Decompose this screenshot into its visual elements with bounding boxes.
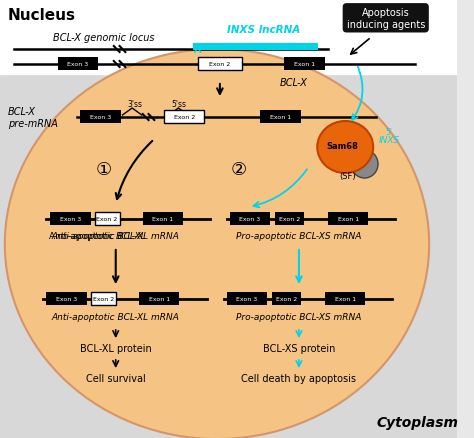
Bar [229, 212, 270, 226]
Text: Exon 3: Exon 3 [236, 297, 257, 301]
Bar [198, 58, 242, 71]
Text: Exon 1: Exon 1 [270, 115, 291, 120]
Text: BCL-X
pre-mRNA: BCL-X pre-mRNA [8, 106, 57, 129]
Text: Exon 2: Exon 2 [173, 115, 195, 120]
Bar [325, 292, 365, 305]
Ellipse shape [5, 50, 429, 438]
Bar [0, 0, 457, 75]
Text: Exon 2: Exon 2 [96, 216, 118, 222]
Text: Exon 2: Exon 2 [276, 297, 297, 301]
Text: Exon 1: Exon 1 [337, 216, 359, 222]
Text: Exon 2: Exon 2 [209, 62, 230, 67]
Bar [272, 292, 301, 305]
Bar [284, 58, 325, 71]
Text: BCL-X: BCL-X [280, 78, 308, 88]
Text: INXS: INXS [379, 136, 400, 145]
Text: Cell death by apoptosis: Cell death by apoptosis [241, 373, 356, 383]
Text: Exon 3: Exon 3 [56, 297, 77, 301]
Bar [164, 111, 204, 124]
Text: Pro-apoptotic BCL-XS mRNA: Pro-apoptotic BCL-XS mRNA [236, 312, 362, 321]
Text: Exon 3: Exon 3 [67, 62, 89, 67]
Bar [328, 212, 368, 226]
Circle shape [351, 151, 378, 179]
Text: ①: ① [96, 161, 112, 179]
Text: Exon 1: Exon 1 [335, 297, 356, 301]
Text: Exon 3: Exon 3 [239, 216, 260, 222]
Bar [50, 212, 91, 226]
Bar [80, 111, 120, 124]
Text: Exon 3: Exon 3 [60, 216, 81, 222]
Text: Nucleus: Nucleus [8, 8, 76, 23]
Bar [227, 292, 267, 305]
Text: Cell survival: Cell survival [86, 373, 146, 383]
Text: BCL-XL: BCL-XL [116, 231, 146, 240]
Text: BCL-XS protein: BCL-XS protein [263, 343, 335, 353]
Text: ②: ② [231, 161, 247, 179]
Text: 5'ss: 5'ss [171, 100, 186, 109]
Text: BCL-XL protein: BCL-XL protein [80, 343, 152, 353]
Text: Anti-apoptotic: Anti-apoptotic [49, 231, 116, 240]
Bar [260, 111, 301, 124]
Text: Exon 1: Exon 1 [153, 216, 173, 222]
Bar [139, 292, 179, 305]
Text: Exon 1: Exon 1 [148, 297, 170, 301]
Text: (SF): (SF) [339, 172, 356, 180]
Bar [193, 44, 318, 51]
Bar [143, 212, 183, 226]
Text: Exon 2: Exon 2 [279, 216, 300, 222]
Text: Sam68: Sam68 [327, 142, 358, 151]
Bar [275, 212, 304, 226]
Text: INXS lncRNA: INXS lncRNA [227, 25, 300, 35]
Text: Anti-apoptotic BCL-XL mRNA: Anti-apoptotic BCL-XL mRNA [52, 231, 180, 240]
Text: Cytoplasm: Cytoplasm [376, 415, 458, 429]
Bar [94, 212, 119, 226]
Text: Anti-apoptotic BCL-XL mRNA: Anti-apoptotic BCL-XL mRNA [52, 312, 180, 321]
Text: BCL-X genomic locus: BCL-X genomic locus [53, 33, 155, 43]
Text: Apoptosis
inducing agents: Apoptosis inducing agents [346, 8, 425, 29]
Text: Pro-apoptotic BCL-XS mRNA: Pro-apoptotic BCL-XS mRNA [236, 231, 362, 240]
Text: 5': 5' [386, 128, 393, 137]
Text: Exon 3: Exon 3 [90, 115, 111, 120]
Text: Exon 2: Exon 2 [92, 297, 114, 301]
Text: Exon 1: Exon 1 [294, 62, 315, 67]
Ellipse shape [317, 122, 373, 173]
Bar [58, 58, 99, 71]
Bar [46, 292, 87, 305]
Text: 3'ss: 3'ss [128, 100, 143, 109]
Bar [91, 292, 116, 305]
